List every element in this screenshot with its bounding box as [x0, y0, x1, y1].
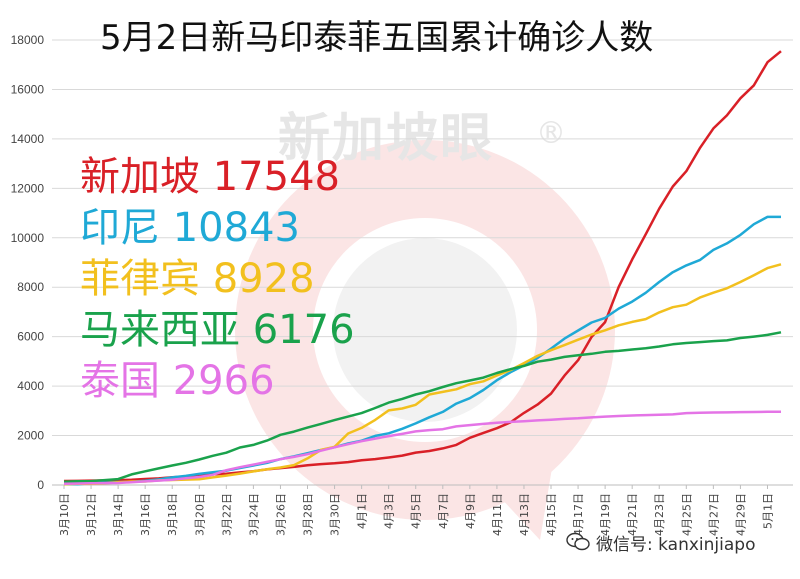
- y-tick-label: 6000: [17, 330, 44, 344]
- series-line-3: [63, 331, 782, 484]
- y-tick-label: 14000: [11, 132, 45, 146]
- grid: [52, 39, 793, 486]
- chart-title: 5月2日新马印泰菲五国累计确诊人数: [100, 18, 654, 58]
- x-tick-label: 3月12日: [85, 493, 98, 536]
- axes: 0 2000 4000 6000 8000 10000 12000 14000 16000 180…: [11, 33, 775, 536]
- legend-item-malaysia: 马来西亚 6176: [80, 310, 355, 350]
- legend-name: 泰国: [80, 358, 160, 404]
- x-tick-label: 3月10日: [58, 493, 71, 536]
- x-tick-label: 3月18日: [166, 493, 179, 536]
- legend-item-philippines: 菲律宾 8928: [80, 259, 315, 299]
- x-tick-label: 4月3日: [383, 493, 396, 529]
- y-tick-label: 10000: [11, 231, 45, 245]
- watermark-registered-mark: ®: [536, 116, 566, 151]
- x-tick-label: 4月27日: [707, 493, 720, 536]
- legend-name: 菲律宾: [80, 256, 200, 302]
- y-tick-label: 18000: [11, 33, 45, 47]
- x-tick-label: 3月24日: [247, 493, 260, 536]
- x-tick-label: 4月13日: [518, 493, 531, 536]
- x-tick-label: 5月1日: [761, 493, 774, 529]
- footer-wechat-id: 微信号: kanxinjiapo: [596, 535, 756, 555]
- wechat-icon: [566, 532, 590, 551]
- y-tick-label: 0: [37, 478, 44, 492]
- legend-value: 6176: [252, 307, 355, 353]
- legend-value: 17548: [212, 154, 340, 200]
- legend-value: 10843: [172, 205, 300, 251]
- x-tick-label: 4月11日: [491, 493, 504, 536]
- x-tick-label: 3月26日: [274, 493, 287, 536]
- y-tick-label: 16000: [11, 82, 45, 96]
- x-tick-label: 4月15日: [545, 493, 558, 536]
- x-tick-label: 4月1日: [356, 493, 369, 529]
- y-tick-label: 12000: [11, 181, 45, 195]
- legend-name: 马来西亚: [80, 307, 240, 353]
- legend-value: 8928: [212, 256, 315, 302]
- legend-item-thailand: 泰国 2966: [80, 361, 275, 401]
- legend-item-indonesia: 印尼 10843: [80, 208, 300, 248]
- x-tick-label: 4月17日: [572, 493, 585, 536]
- x-tick-label: 4月9日: [464, 493, 477, 529]
- x-tick-label: 3月28日: [302, 493, 315, 536]
- x-tick-label: 4月21日: [626, 493, 639, 536]
- x-tick-label: 3月16日: [139, 493, 152, 536]
- series-line-1: [63, 215, 781, 486]
- series-line-4: [63, 410, 782, 485]
- x-tick-label: 3月22日: [220, 493, 233, 536]
- legend-name: 印尼: [80, 205, 160, 251]
- series-lines: [63, 50, 782, 486]
- x-tick-label: 3月14日: [112, 493, 125, 536]
- legend-value: 2966: [172, 358, 275, 404]
- legend-item-singapore: 新加坡 17548: [80, 157, 340, 197]
- x-tick-label: 4月5日: [410, 493, 423, 529]
- x-tick-label: 4月7日: [437, 493, 450, 529]
- x-tick-label: 3月20日: [193, 493, 206, 536]
- x-tick-label: 4月19日: [599, 493, 612, 536]
- y-tick-label: 8000: [17, 280, 44, 294]
- legend-name: 新加坡: [80, 154, 200, 200]
- y-tick-label: 4000: [17, 379, 44, 393]
- x-tick-label: 3月30日: [329, 493, 342, 536]
- x-tick-label: 4月29日: [734, 493, 747, 536]
- x-tick-label: 4月25日: [680, 493, 693, 536]
- x-tick-label: 4月23日: [653, 493, 666, 536]
- y-tick-label: 2000: [17, 429, 44, 443]
